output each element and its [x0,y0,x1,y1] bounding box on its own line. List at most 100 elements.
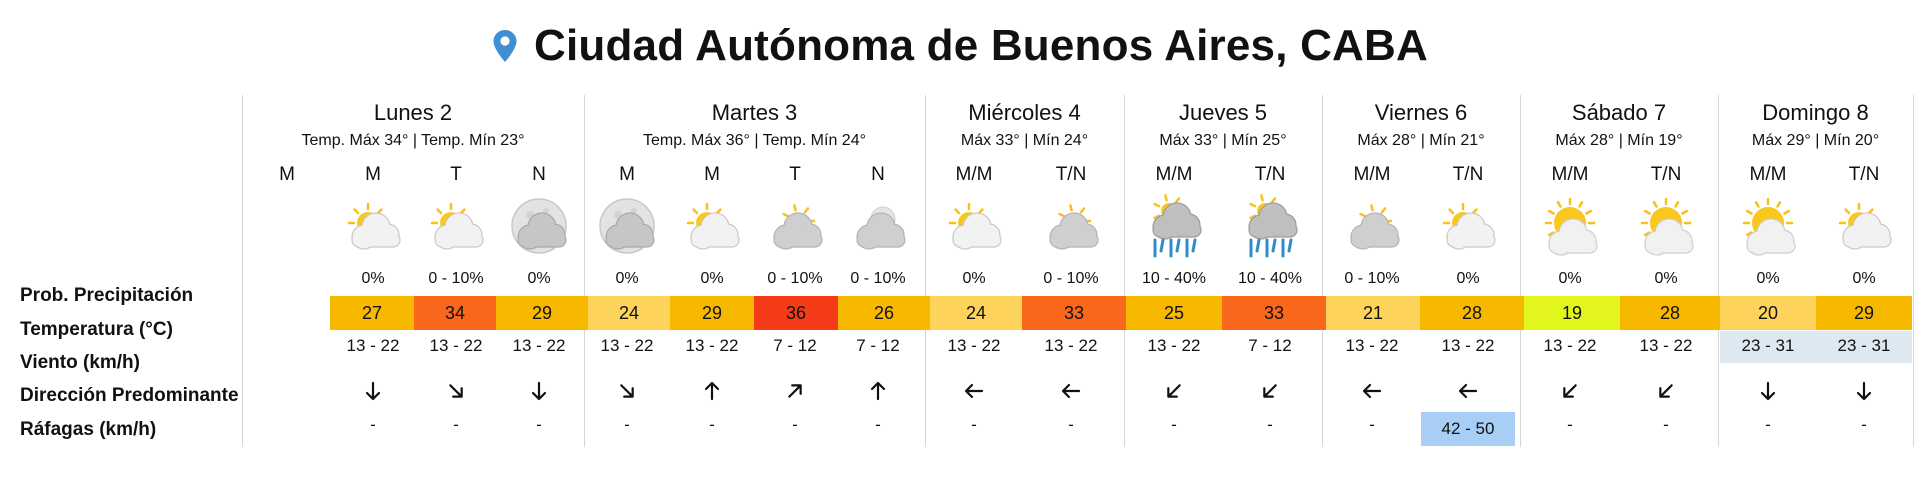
south-arrow-icon [361,379,385,403]
period-label: M/M [1353,164,1391,185]
southwest-arrow-icon [1558,379,1582,403]
day-temperature-range: Máx 28° | Mín 19° [1555,132,1683,149]
sun-behind-cloud-icon [338,193,408,259]
moon-behind-cloud-icon [504,193,574,259]
sun-behind-low-cloud-icon [1535,193,1605,259]
west-arrow-icon [1456,379,1480,403]
wind-speed: 13 - 22 [1441,336,1495,355]
day-temperature-range: Temp. Máx 36° | Temp. Mín 24° [643,132,866,149]
day-temperature-range: Máx 33° | Mín 24° [960,132,1089,149]
page-title: Ciudad Autónoma de Buenos Aires, CABA [0,18,1920,74]
row-label-precipitation: Prob. Precipitación [20,285,194,306]
gust-value: - [1267,415,1273,434]
gust-value: - [971,415,977,434]
gust-value: - [1369,415,1375,434]
rain-cloud-icon [1235,193,1305,259]
temperature-cell: 24 [588,296,670,330]
period-label: M/M [1551,164,1589,185]
gust-value: - [624,415,630,434]
wind-speed: 13 - 22 [600,336,654,355]
southwest-arrow-icon [1258,379,1282,403]
sun-behind-low-cloud-icon [1631,193,1701,259]
wind-speed: 13 - 22 [346,336,400,355]
precipitation-probability: 0 - 10% [1043,270,1099,287]
south-arrow-icon [527,379,551,403]
south-arrow-icon [1756,379,1780,403]
wind-speed: 13 - 22 [1639,336,1693,355]
sun-behind-gray-cloud-icon [1036,193,1106,259]
gust-value: - [1567,415,1573,434]
west-arrow-icon [962,379,986,403]
precipitation-probability: 0% [1756,270,1780,287]
day-temperature-range: Temp. Máx 34° | Temp. Mín 23° [301,132,525,149]
day-name: Jueves 5 [1178,100,1268,125]
gust-value: - [370,415,376,434]
day-temperature-range: Máx 29° | Mín 20° [1751,132,1880,149]
day-name: Lunes 2 [373,100,453,125]
gust-value: - [709,415,715,434]
gust-value: - [1663,415,1669,434]
day-name: Miércoles 4 [968,100,1081,125]
column-divider [1718,95,1719,447]
location-pin-icon [493,30,517,62]
temperature-cell: 21 [1326,296,1420,330]
column-divider [1322,95,1323,447]
sun-behind-cloud-icon [421,193,491,259]
temperature-cell: 25 [1126,296,1222,330]
temperature-cell: 24 [930,296,1022,330]
wind-speed: 13 - 22 [1044,336,1098,355]
sun-behind-cloud-icon [1433,193,1503,259]
west-arrow-icon [1360,379,1384,403]
gust-value: - [453,415,459,434]
column-divider [242,95,243,447]
precipitation-probability: 0% [1558,270,1582,287]
temperature-cell: 29 [670,296,754,330]
precipitation-probability: 0% [615,270,639,287]
day-temperature-range: Máx 33° | Mín 25° [1159,132,1287,149]
wind-speed: 13 - 22 [1147,336,1201,355]
precipitation-probability: 0% [1456,270,1480,287]
column-divider [584,95,585,447]
precipitation-probability: 0% [1852,270,1876,287]
southwest-arrow-icon [1654,379,1678,403]
west-arrow-icon [1059,379,1083,403]
moon-behind-cloud-icon [592,193,662,259]
period-label: T [450,164,462,185]
gust-value: 42 - 50 [1421,412,1515,446]
southeast-arrow-icon [444,379,468,403]
column-divider [1124,95,1125,447]
temperature-cell: 33 [1222,296,1326,330]
north-arrow-icon [700,379,724,403]
row-label-temperature: Temperatura (°C) [20,319,173,340]
sun-behind-cloud-icon [677,193,747,259]
temperature-cell: 33 [1022,296,1126,330]
row-label-wind-direction: Dirección Predominante [20,385,239,406]
period-label: T/N [1055,164,1087,185]
precipitation-probability: 0% [700,270,724,287]
period-label: M [619,164,635,185]
wind-speed: 13 - 22 [1543,336,1597,355]
precipitation-probability: 0 - 10% [850,270,906,287]
period-label: T/N [1650,164,1682,185]
row-label-wind: Viento (km/h) [20,352,140,373]
wind-speed: 13 - 22 [1345,336,1399,355]
day-name: Martes 3 [711,100,798,125]
temperature-cell: 20 [1720,296,1816,330]
day-name: Domingo 8 [1762,100,1869,125]
precipitation-probability: 0 - 10% [767,270,823,287]
period-label: M/M [1749,164,1787,185]
day-name: Viernes 6 [1374,100,1468,125]
wind-speed: 23 - 31 [1837,336,1891,355]
gust-value: - [1171,415,1177,434]
precipitation-probability: 0% [962,270,986,287]
day-temperature-range: Máx 28° | Mín 21° [1357,132,1485,149]
precipitation-probability: 0% [361,270,385,287]
period-label: M [704,164,720,185]
southeast-arrow-icon [615,379,639,403]
sun-behind-cloud-icon [939,193,1009,259]
period-label: N [871,164,885,185]
wind-speed: 13 - 22 [512,336,566,355]
gust-value: - [875,415,881,434]
period-label: M [279,164,295,185]
gust-value: - [1765,415,1771,434]
